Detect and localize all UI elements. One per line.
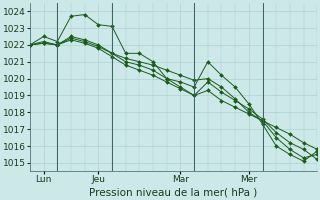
X-axis label: Pression niveau de la mer( hPa ): Pression niveau de la mer( hPa ) (90, 187, 258, 197)
